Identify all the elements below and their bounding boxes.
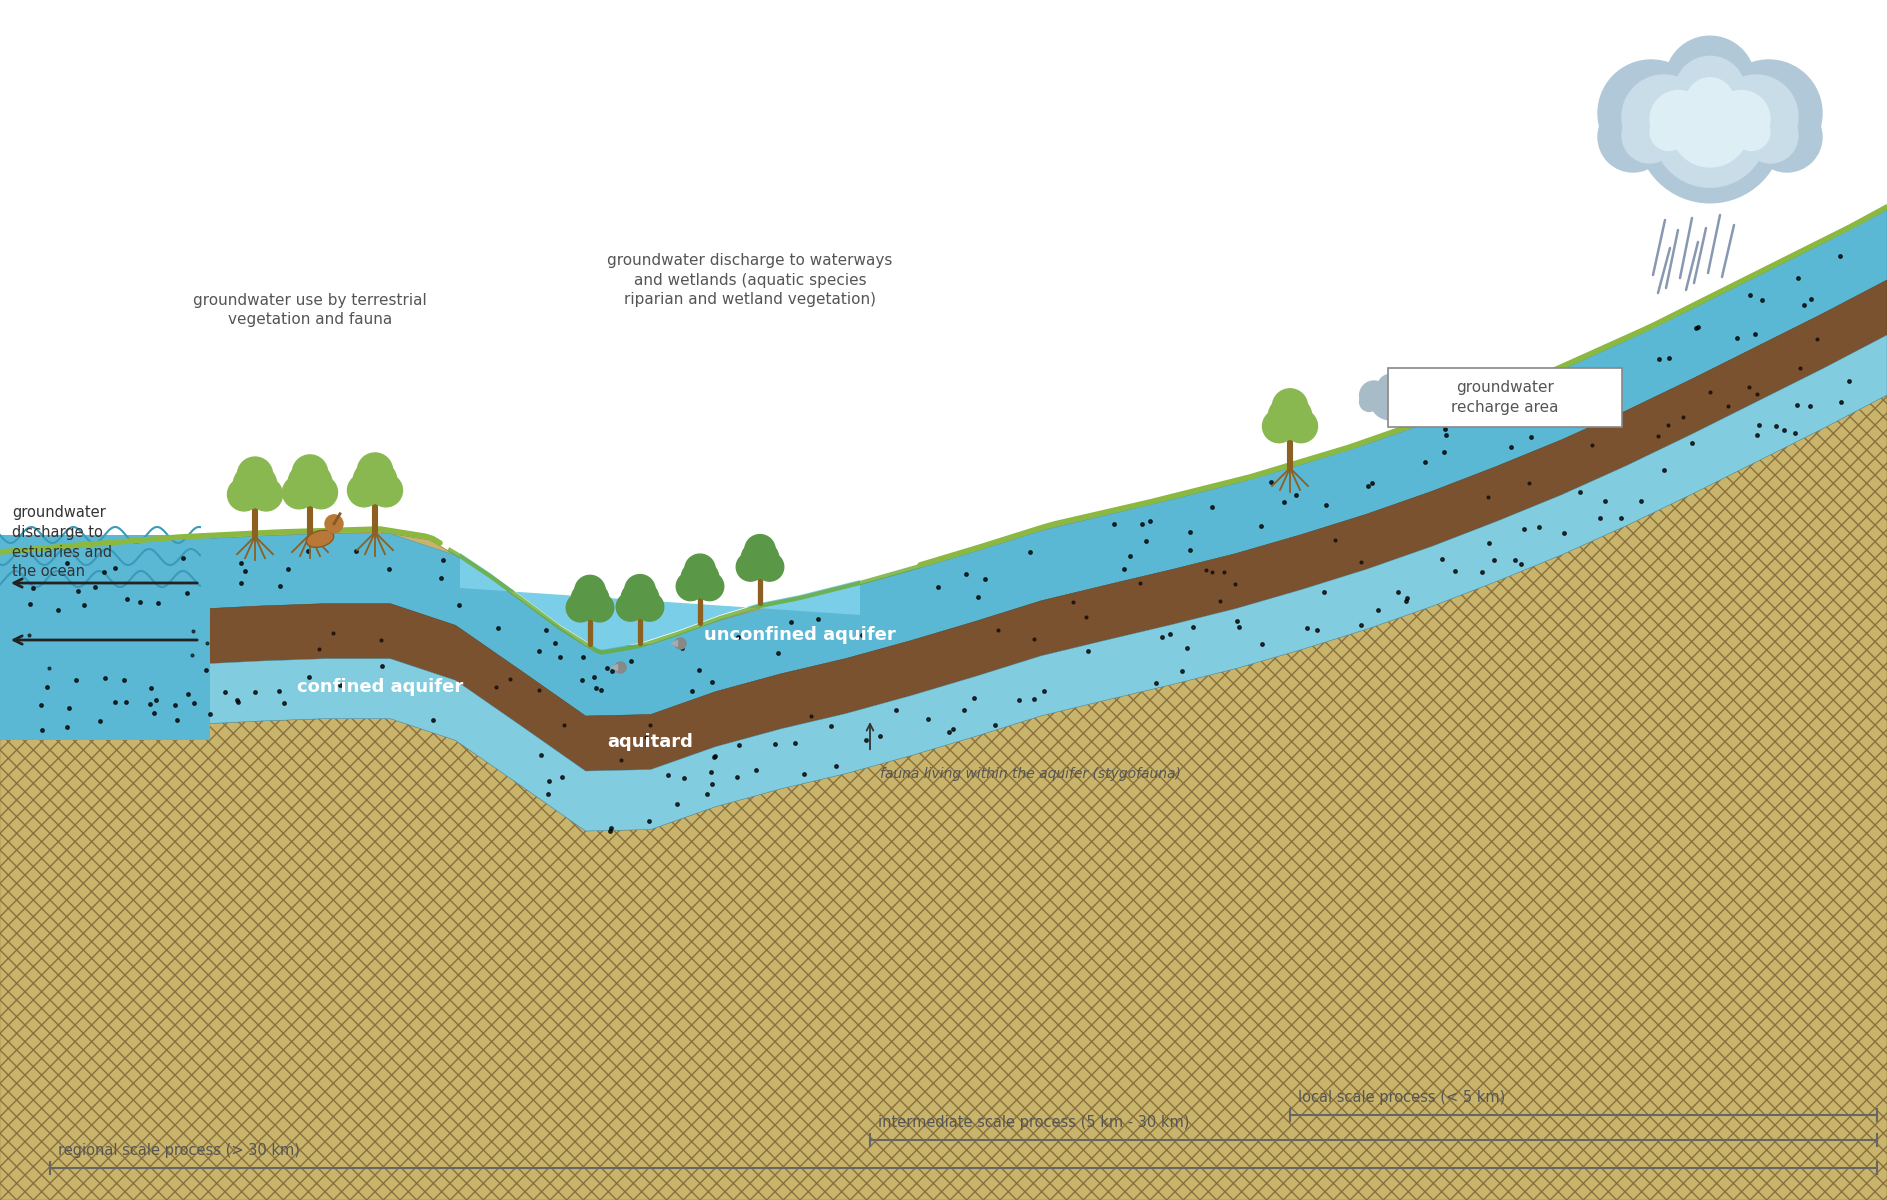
Circle shape	[585, 593, 613, 622]
Circle shape	[1651, 77, 1713, 139]
Polygon shape	[0, 280, 1887, 772]
Circle shape	[249, 478, 283, 511]
Circle shape	[1361, 392, 1379, 412]
Circle shape	[1715, 60, 1823, 167]
Circle shape	[1653, 73, 1768, 187]
Circle shape	[1664, 36, 1755, 126]
Text: unconfined aquifer: unconfined aquifer	[704, 626, 896, 644]
Circle shape	[1262, 409, 1296, 443]
Circle shape	[1670, 92, 1712, 134]
Circle shape	[566, 593, 594, 622]
Circle shape	[1598, 60, 1704, 167]
Circle shape	[755, 553, 783, 581]
Circle shape	[1708, 92, 1749, 134]
Circle shape	[347, 474, 381, 506]
Circle shape	[228, 478, 260, 511]
Circle shape	[572, 581, 610, 619]
Text: groundwater
discharge to
estuaries and
the ocean: groundwater discharge to estuaries and t…	[11, 505, 111, 580]
Circle shape	[1391, 382, 1421, 410]
Circle shape	[745, 534, 776, 565]
Circle shape	[736, 553, 764, 581]
Text: groundwater
recharge area: groundwater recharge area	[1451, 380, 1559, 415]
Circle shape	[681, 559, 719, 598]
Circle shape	[742, 540, 779, 578]
Circle shape	[636, 593, 664, 622]
Circle shape	[685, 554, 715, 584]
Circle shape	[325, 515, 343, 533]
Circle shape	[292, 455, 328, 490]
Circle shape	[1672, 89, 1749, 167]
Polygon shape	[0, 395, 1887, 1200]
Circle shape	[1685, 78, 1734, 126]
Circle shape	[289, 462, 332, 505]
Text: confined aquifer: confined aquifer	[296, 678, 462, 696]
Circle shape	[1402, 392, 1421, 412]
Circle shape	[621, 581, 659, 618]
Circle shape	[1370, 380, 1410, 420]
Polygon shape	[0, 535, 209, 740]
Circle shape	[1744, 108, 1798, 163]
Circle shape	[304, 475, 338, 509]
Text: aquitard: aquitard	[608, 733, 693, 751]
Circle shape	[1649, 113, 1687, 150]
Circle shape	[1623, 74, 1706, 158]
Circle shape	[1706, 62, 1785, 142]
Circle shape	[238, 457, 272, 492]
Circle shape	[1389, 382, 1410, 403]
Circle shape	[1751, 102, 1823, 172]
Circle shape	[576, 575, 606, 606]
Text: groundwater discharge to waterways
and wetlands (aquatic species
riparian and we: groundwater discharge to waterways and w…	[608, 253, 893, 307]
Circle shape	[1706, 77, 1768, 139]
Circle shape	[1638, 58, 1783, 203]
Circle shape	[283, 475, 315, 509]
Polygon shape	[0, 210, 1887, 716]
Text: local scale process (< 5 km): local scale process (< 5 km)	[1298, 1090, 1506, 1105]
Circle shape	[694, 572, 725, 601]
Ellipse shape	[306, 530, 334, 547]
Polygon shape	[0, 210, 1887, 1200]
Circle shape	[1370, 382, 1391, 403]
Circle shape	[1732, 113, 1770, 150]
Circle shape	[1268, 395, 1311, 439]
Polygon shape	[0, 210, 1887, 1200]
Text: intermediate scale process (5 km - 30 km): intermediate scale process (5 km - 30 km…	[877, 1115, 1189, 1130]
Circle shape	[1285, 409, 1317, 443]
FancyBboxPatch shape	[1389, 368, 1623, 427]
Circle shape	[1598, 102, 1668, 172]
Circle shape	[625, 575, 655, 605]
Circle shape	[676, 572, 704, 601]
Text: regional scale process (> 30 km): regional scale process (> 30 km)	[58, 1142, 300, 1158]
Circle shape	[353, 460, 396, 504]
Circle shape	[1623, 108, 1678, 163]
Polygon shape	[460, 553, 860, 649]
Circle shape	[1676, 56, 1745, 127]
Circle shape	[617, 593, 645, 622]
Polygon shape	[0, 335, 1887, 832]
Circle shape	[1378, 374, 1402, 398]
Circle shape	[1715, 74, 1798, 158]
Circle shape	[370, 474, 402, 506]
Circle shape	[232, 463, 277, 508]
Circle shape	[1713, 90, 1770, 148]
Circle shape	[357, 452, 392, 488]
Text: fauna living within the aquifer (stygofauna): fauna living within the aquifer (stygofa…	[879, 767, 1181, 781]
Circle shape	[1361, 382, 1389, 410]
Text: groundwater use by terrestrial
vegetation and fauna: groundwater use by terrestrial vegetatio…	[192, 293, 426, 328]
Circle shape	[1636, 62, 1713, 142]
Circle shape	[1272, 389, 1308, 424]
Circle shape	[1649, 90, 1708, 148]
